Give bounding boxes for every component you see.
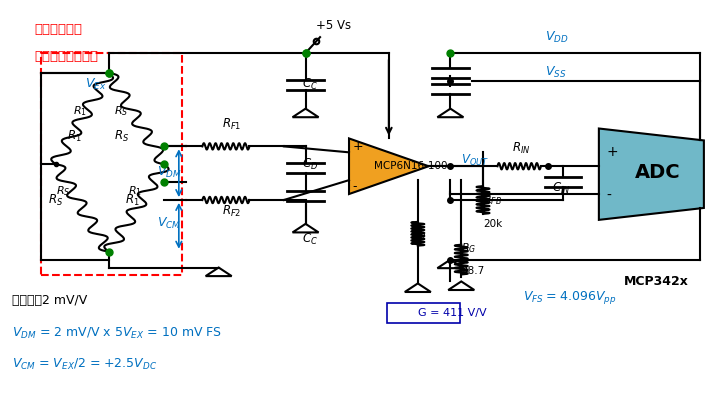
Text: $R_{F2}$: $R_{F2}$	[222, 204, 241, 220]
Text: $R_S$: $R_S$	[113, 129, 129, 144]
Text: $R_1$: $R_1$	[128, 184, 142, 198]
Text: $C_{IN}$: $C_{IN}$	[552, 180, 571, 196]
Text: $R_S$: $R_S$	[49, 192, 63, 208]
Text: $R_1$: $R_1$	[124, 192, 139, 208]
Text: $R_R$: $R_R$	[411, 228, 426, 243]
Text: $C_C$: $C_C$	[302, 232, 318, 247]
Text: $C_D$: $C_D$	[302, 157, 318, 172]
Text: 灵敏度：2 mV/V: 灵敏度：2 mV/V	[12, 294, 87, 306]
Text: $R_1$: $R_1$	[67, 129, 81, 144]
Text: $R_1$: $R_1$	[73, 104, 87, 118]
Text: $R_S$: $R_S$	[56, 184, 70, 198]
Text: +: +	[353, 140, 364, 153]
Text: $C_C$: $C_C$	[302, 77, 318, 92]
Polygon shape	[349, 138, 429, 194]
Text: $V_{CM}$ = $V_{EX}$/2 = +2.5$V_{DC}$: $V_{CM}$ = $V_{EX}$/2 = +2.5$V_{DC}$	[12, 357, 158, 372]
Text: ADC: ADC	[635, 163, 680, 182]
Text: 传感器的位置: 传感器的位置	[34, 23, 82, 36]
Text: 20k: 20k	[483, 219, 502, 229]
Text: 可以具有一定距离: 可以具有一定距离	[34, 50, 98, 64]
Text: $R_S$: $R_S$	[113, 104, 128, 118]
Text: $R_G$: $R_G$	[461, 241, 477, 254]
Text: $V_{FS}$: $V_{FS}$	[523, 290, 544, 305]
Text: -: -	[606, 189, 611, 203]
Text: -: -	[353, 180, 357, 192]
Text: MCP342x: MCP342x	[624, 275, 689, 288]
Text: $V_{OUT}$: $V_{OUT}$	[461, 153, 489, 168]
Text: MCP6N16-100: MCP6N16-100	[374, 161, 448, 171]
Text: G = 411 V/V: G = 411 V/V	[418, 308, 486, 318]
Text: $R_{FB}$: $R_{FB}$	[483, 193, 502, 207]
Text: +: +	[606, 145, 618, 159]
Text: $V_{DD}$: $V_{DD}$	[545, 30, 569, 45]
Text: 48.7: 48.7	[461, 266, 484, 276]
Polygon shape	[599, 128, 704, 220]
Text: +5 Vs: +5 Vs	[316, 19, 352, 32]
Text: $V_{DM}$: $V_{DM}$	[157, 165, 182, 180]
Text: $V_{Ex}$: $V_{Ex}$	[84, 77, 106, 92]
Text: $V_{DM}$ = 2 mV/V x 5$V_{EX}$ = 10 mV FS: $V_{DM}$ = 2 mV/V x 5$V_{EX}$ = 10 mV FS	[12, 326, 222, 341]
Text: $V_{CM}$: $V_{CM}$	[157, 216, 181, 231]
Text: $R_{F1}$: $R_{F1}$	[222, 117, 241, 132]
Text: = 4.096$V_{pp}$: = 4.096$V_{pp}$	[545, 289, 616, 306]
Text: $R_{IN}$: $R_{IN}$	[512, 141, 531, 156]
Text: $V_{SS}$: $V_{SS}$	[545, 65, 566, 80]
